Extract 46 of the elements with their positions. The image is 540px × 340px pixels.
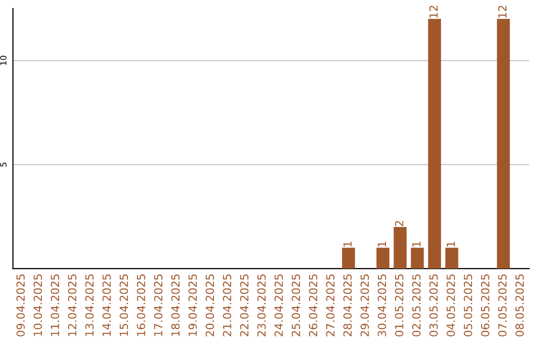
bar	[496, 18, 510, 269]
data-label: 12	[498, 6, 506, 18]
x-tick-label: 27.04.2025	[326, 274, 335, 336]
x-tick-label: 13.04.2025	[85, 274, 94, 336]
data-label: 2	[394, 221, 404, 226]
data-label: 1	[446, 242, 455, 247]
data-label: 1	[343, 242, 352, 247]
x-tick-label: 16.04.2025	[136, 274, 146, 336]
x-tick-label: 09.04.2025	[16, 274, 25, 336]
x-tick-label: 14.04.2025	[102, 274, 111, 336]
data-label: 1	[412, 242, 420, 247]
x-tick-label: 20.04.2025	[206, 274, 214, 336]
bar	[428, 18, 442, 269]
bar	[445, 248, 458, 269]
bar	[410, 248, 424, 269]
x-tick-label: 01.05.2025	[394, 274, 404, 336]
x-tick-label: 19.04.2025	[188, 274, 197, 336]
x-tick-label: 26.04.2025	[308, 274, 318, 336]
x-tick-label: 30.04.2025	[378, 274, 386, 336]
y-tick-label: 10	[0, 56, 6, 65]
x-tick-label: 10.04.2025	[34, 274, 42, 336]
x-tick-label: 25.04.2025	[292, 274, 300, 336]
x-tick-label: 02.05.2025	[412, 274, 421, 336]
x-tick-label: 18.04.2025	[171, 274, 180, 336]
x-tick-label: 08.05.2025	[515, 274, 524, 336]
x-tick-label: 12.04.2025	[68, 274, 76, 336]
x-tick-label: 06.05.2025	[481, 274, 490, 336]
x-tick-label: 03.05.2025	[429, 274, 438, 336]
x-tick-label: 24.04.2025	[274, 274, 283, 336]
x-tick-label: 11.04.2025	[50, 274, 60, 336]
data-label: 1	[378, 242, 386, 247]
data-label: 12	[429, 6, 438, 18]
x-tick-label: 28.04.2025	[343, 274, 352, 336]
x-tick-label: 07.05.2025	[498, 274, 507, 336]
bar	[394, 226, 407, 269]
bar	[342, 248, 355, 269]
y-tick-label: 5	[0, 162, 6, 167]
x-tick-label: 29.04.2025	[360, 274, 369, 336]
x-tick-label: 17.04.2025	[154, 274, 162, 336]
x-tick-label: 05.05.2025	[464, 274, 472, 336]
x-tick-label: 15.04.2025	[120, 274, 128, 336]
x-tick-label: 21.04.2025	[222, 274, 232, 336]
x-tick-label: 23.04.2025	[257, 274, 266, 336]
bar	[376, 248, 390, 269]
x-tick-label: 22.04.2025	[240, 274, 248, 336]
x-tick-label: 04.05.2025	[446, 274, 455, 336]
